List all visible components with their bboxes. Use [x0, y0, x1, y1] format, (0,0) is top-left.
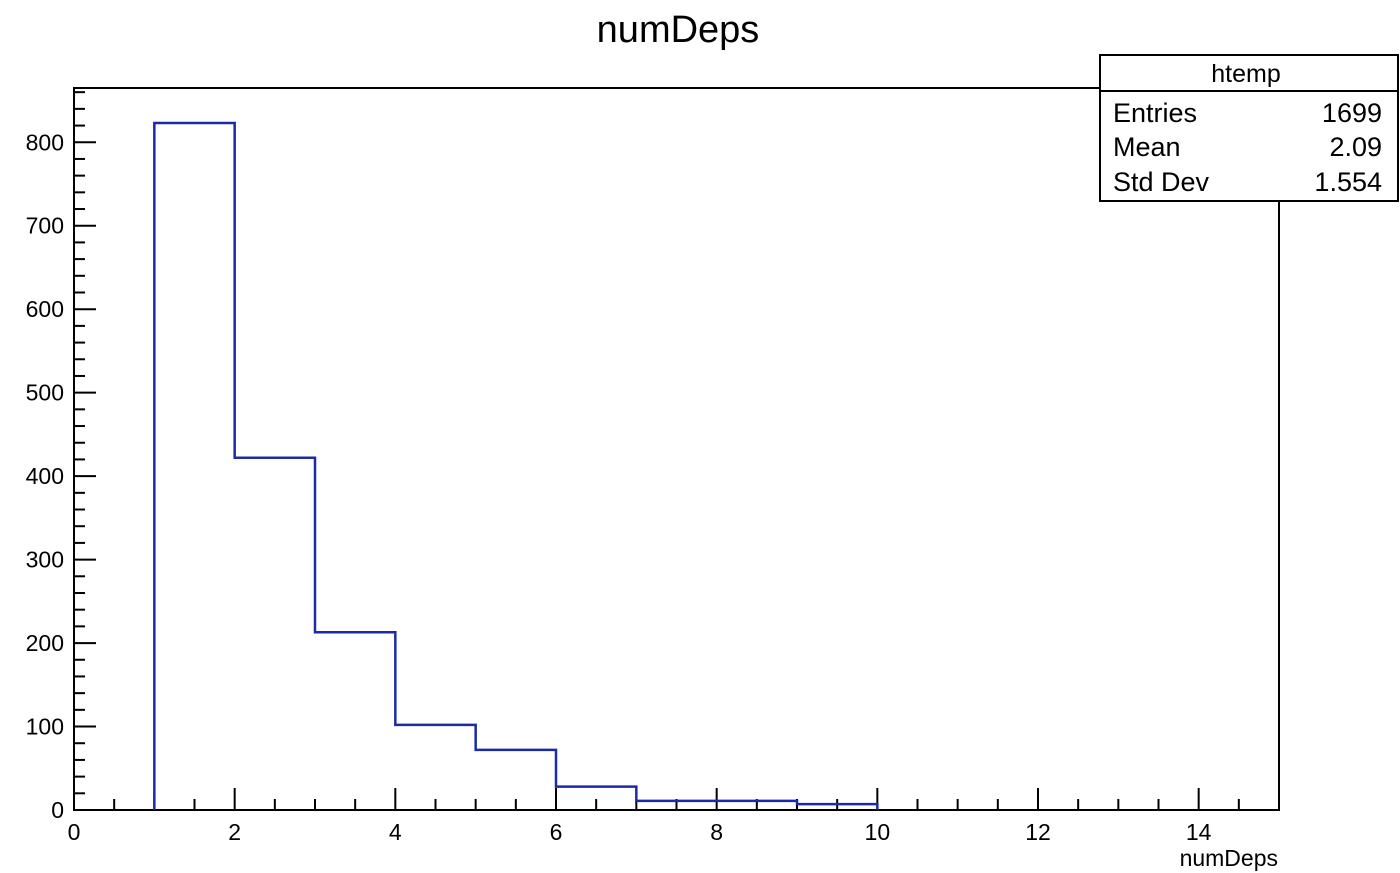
stats-box: htemp Entries 1699 Mean 2.09 Std Dev 1.5… [1099, 54, 1399, 202]
y-axis-ticks: 0 100 200 300 400 500 600 700 800 [26, 91, 96, 823]
y-tick-label: 800 [26, 129, 64, 155]
x-tick-label: 12 [1025, 819, 1051, 845]
x-tick-label: 14 [1186, 819, 1212, 845]
stats-stddev-label: Std Dev [1113, 167, 1210, 197]
histogram-bin [235, 458, 315, 810]
x-tick-label: 10 [865, 819, 891, 845]
histogram-bin [154, 123, 234, 810]
x-axis-title: numDeps [1180, 845, 1278, 871]
plot-frame [73, 87, 1280, 811]
x-axis-ticks: 0 2 4 6 8 10 12 14 [68, 788, 1280, 845]
y-tick-label: 0 [51, 797, 64, 823]
x-tick-label: 6 [550, 819, 563, 845]
stats-stddev-value: 1.554 [1314, 167, 1382, 197]
stats-box-frame [1099, 54, 1399, 202]
y-tick-label: 400 [26, 463, 64, 489]
x-tick-label: 8 [710, 819, 723, 845]
y-tick-label: 600 [26, 296, 64, 322]
y-tick-label: 300 [26, 547, 64, 573]
histogram-outline [153, 121, 879, 810]
x-tick-label: 0 [68, 819, 81, 845]
stats-entries-label: Entries [1113, 98, 1197, 128]
histogram-bin [395, 725, 475, 810]
y-tick-label: 700 [26, 213, 64, 239]
y-tick-label: 200 [26, 630, 64, 656]
chart-title: numDeps [597, 9, 760, 51]
stats-box-title: htemp [1211, 60, 1280, 88]
stats-mean-value: 2.09 [1329, 132, 1382, 162]
x-tick-label: 2 [228, 819, 241, 845]
histogram-bin [315, 632, 395, 810]
x-tick-label: 4 [389, 819, 402, 845]
y-tick-label: 100 [26, 714, 64, 740]
stats-mean-label: Mean [1113, 132, 1181, 162]
y-tick-label: 500 [26, 380, 64, 406]
stats-entries-value: 1699 [1322, 98, 1382, 128]
